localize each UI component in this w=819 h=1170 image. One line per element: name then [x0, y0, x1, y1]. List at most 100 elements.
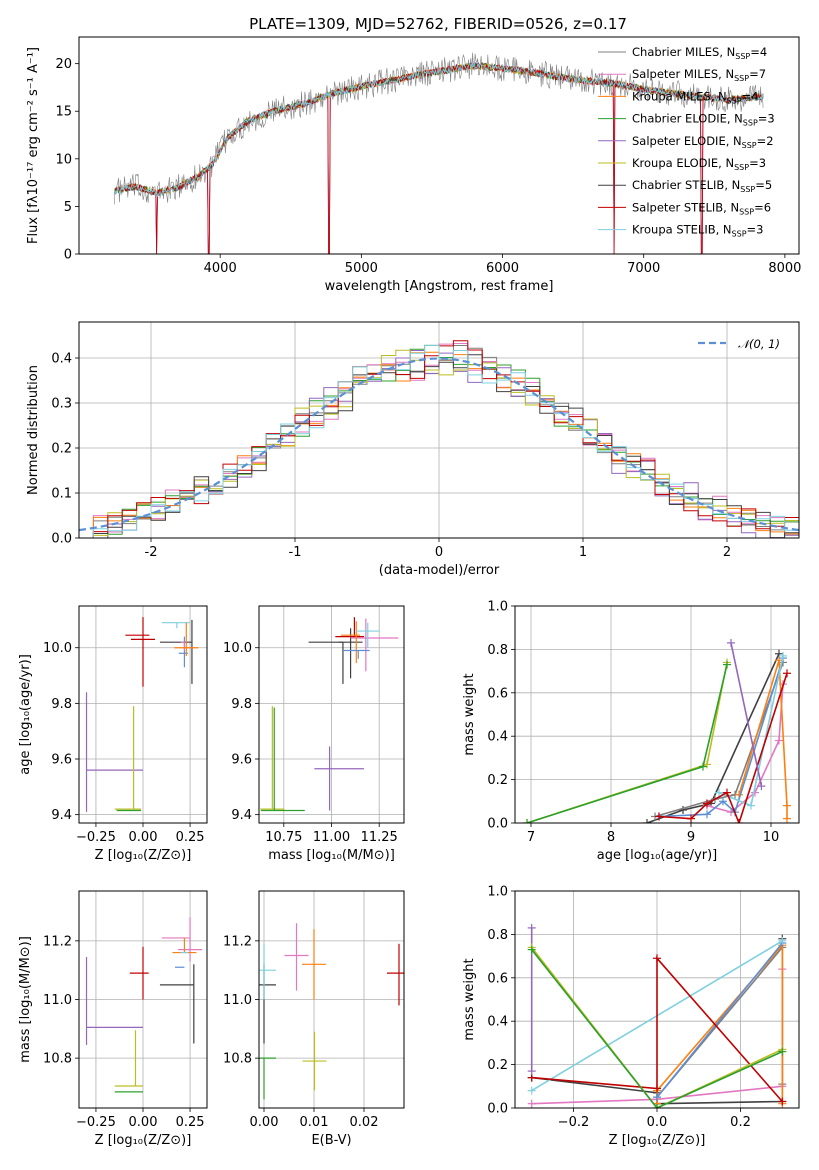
figure-title: PLATE=1309, MJD=52762, FIBERID=0526, z=0… [249, 15, 627, 33]
age_vs_z-xtick-label: 0.00 [129, 830, 158, 845]
errorbar-point [178, 917, 203, 962]
massweight_vs_age-xtick-label: 7 [527, 830, 535, 845]
spectrum-ytick-label: 15 [55, 105, 72, 120]
normal-legend-label: 𝒩(0, 1) [738, 337, 780, 351]
massweight_vs_age-lines [523, 638, 791, 823]
age_vs_z-ylabel: age [log₁₀(age/yr)] [18, 654, 33, 775]
weight-marker [783, 669, 791, 678]
residuals-ytick-label: 0.3 [51, 397, 72, 412]
errorbar-point [85, 956, 143, 1045]
massweight_vs_age-ytick-label: 0.6 [487, 686, 508, 701]
massweight_vs_z-ylabel: mass weight [462, 958, 477, 1040]
errorbar-point [260, 707, 305, 812]
weight-series-line [531, 949, 783, 1108]
weight-marker [757, 782, 766, 791]
weight-marker [643, 819, 651, 823]
mass_vs_z-xtick-label: 0.25 [176, 1115, 205, 1130]
age_vs_mass-frame [258, 605, 405, 824]
errorbar-point [180, 641, 186, 651]
spectrum-lines [113, 52, 764, 254]
errorbar-point [355, 622, 380, 648]
legend-entry: Kroupa MILES, NSSP=4 [632, 89, 758, 105]
weight-marker [687, 814, 695, 823]
massweight_vs_age-frame [514, 605, 800, 824]
mass_vs_ebv-ytick-label: 10.8 [223, 1052, 252, 1067]
mass_vs_z-ytick-label: 11.0 [43, 993, 72, 1008]
errorbar-point [342, 649, 370, 659]
weight-series-line [656, 942, 783, 1098]
massweight_vs_age-ytick-label: 0.4 [487, 730, 508, 745]
errorbar-point [159, 619, 193, 684]
errorbar-point [259, 943, 276, 1000]
weight-marker [783, 814, 791, 823]
massweight_vs_age-xtick-label: 8 [607, 830, 615, 845]
residuals-ytick-label: 0.4 [51, 352, 72, 367]
weight-marker [747, 801, 755, 810]
massweight_vs_age-ytick-label: 0.8 [487, 643, 508, 658]
weight-marker [527, 1067, 536, 1076]
legend-entry: Salpeter ELODIE, NSSP=2 [632, 134, 774, 150]
weight-series-line [526, 664, 728, 823]
mass_vs_ebv-frame [258, 890, 405, 1109]
massweight_vs_age-xtick-label: 10 [763, 830, 780, 845]
errorbar-point [172, 937, 197, 954]
mass_vs_z-ytick-label: 10.8 [43, 1052, 72, 1067]
residuals-ytick-label: 0.2 [51, 442, 72, 457]
legend-entry: Chabrier MILES, NSSP=4 [632, 45, 767, 61]
legend-entry: Kroupa STELIB, NSSP=3 [632, 223, 763, 239]
age_vs_z-ytick-label: 10.0 [43, 641, 72, 656]
spectrum-ylabel: Flux [fλ10⁻¹⁷ erg cm⁻² s⁻¹ A⁻¹] [26, 47, 41, 244]
spectrum-legend: Chabrier MILES, NSSP=4 Salpeter MILES, NS… [598, 45, 775, 239]
age_vs_mass-ytick-label: 9.8 [231, 697, 252, 712]
massweight_vs_z-ytick-label: 1.0 [487, 885, 508, 900]
age_vs_mass-errorbars [260, 617, 399, 812]
weight-marker [703, 799, 711, 808]
mass_vs_z-frame [78, 890, 208, 1109]
errorbar-point [308, 641, 344, 684]
residuals-xtick-label: 2 [723, 545, 731, 560]
weight-series-line [531, 946, 783, 1108]
mass_vs_ebv-grid [259, 891, 404, 1108]
weight-marker [715, 788, 723, 797]
legend-entry: Salpeter MILES, NSSP=7 [632, 67, 766, 83]
weight-marker [775, 736, 783, 745]
age_vs_z-ytick-label: 9.4 [51, 808, 72, 823]
weight-marker [779, 651, 787, 660]
mass_vs_ebv-xtick-label: 0.01 [300, 1115, 329, 1130]
errorbar-point [85, 692, 143, 812]
normal-curve [79, 357, 799, 532]
weight-marker [703, 810, 711, 819]
weight-series-line [526, 662, 728, 823]
mass_vs_z-axes: −0.25 0.00 0.25 10.8 11.0 11.2 Z [log₁₀(Z/Z⊙)]… [18, 891, 207, 1148]
spectrum-xtick-label: 6000 [486, 261, 519, 276]
residual-histograms [79, 340, 799, 538]
massweight_vs_age-xtick-label: 9 [687, 830, 695, 845]
massweight_vs_age-ytick-label: 1.0 [487, 600, 508, 615]
weight-marker [699, 762, 707, 771]
mass_vs_z-xtick-label: −0.25 [76, 1115, 116, 1130]
residual-histogram [79, 344, 799, 538]
spectrum-xtick-label: 4000 [204, 261, 237, 276]
residuals-ytick-label: 0.0 [51, 532, 72, 547]
age_vs_z-axes: −0.25 0.00 0.25 9.4 9.6 9.8 10.0 Z [log₁₀(Z/Z⊙)… [18, 606, 207, 863]
spectrum-ytick-label: 5 [64, 200, 72, 215]
errorbar-point [114, 706, 142, 810]
errorbar-point [259, 1057, 276, 1100]
spectrum-ytick-label: 20 [55, 57, 72, 72]
mass_vs_ebv-ytick-label: 11.2 [223, 934, 252, 949]
massweight_vs_z-lines [527, 923, 787, 1108]
weight-marker [653, 1084, 661, 1093]
spectrum-series-line [113, 62, 764, 198]
spectrum-ytick-label: 0 [64, 248, 72, 263]
weight-marker [778, 936, 787, 945]
massweight_vs_z-xtick-label: 0.2 [730, 1115, 751, 1130]
weight-marker [653, 1104, 661, 1108]
weight-marker [719, 797, 727, 806]
spectrum-xlabel: wavelength [Angstrom, rest frame] [325, 279, 554, 294]
weight-marker [723, 788, 731, 797]
weight-marker [655, 812, 663, 821]
age_vs_z-xlabel: Z [log₁₀(Z/Z⊙)] [95, 848, 192, 863]
mass_vs_z-xtick-label: 0.00 [129, 1115, 158, 1130]
weight-marker [727, 638, 735, 647]
massweight_vs_z-frame [514, 890, 800, 1109]
